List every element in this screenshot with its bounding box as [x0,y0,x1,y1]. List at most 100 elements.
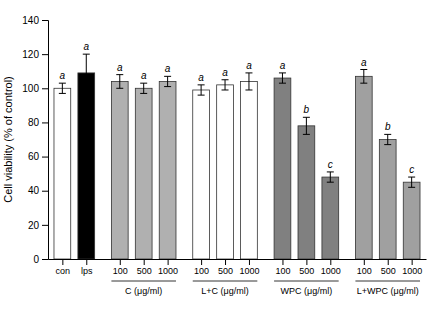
letter-label: a [60,70,66,81]
bar [78,73,95,259]
x-tick: 500 [381,259,396,276]
letter-label: a [165,63,171,74]
y-tick: 0 [33,254,48,265]
error-bar [164,76,171,86]
x-tick: 100 [357,259,372,276]
y-tick-label: 60 [28,151,40,162]
error-bar-line [140,83,147,93]
group-label: WPC (μg/ml) [281,286,333,296]
y-tick-mark [42,157,48,158]
y-tick: 120 [22,49,48,60]
error-bar-line [245,73,252,90]
group-bracket [355,281,420,282]
x-tick: 100 [113,259,128,276]
x-tick: 500 [137,259,152,276]
group-label: L+C (μg/ml) [201,286,248,296]
x-tick-label: 1000 [158,266,178,276]
bar [355,76,372,259]
x-tick-label: con [56,266,71,276]
error-bar [303,117,310,134]
error-bar [140,83,147,93]
x-tick: lps [81,259,93,276]
group-labels: C (μg/ml) L+C (μg/ml) WPC (μg/ml) L+WPC (μg… [111,281,420,296]
error-bar-line [360,70,367,84]
x-tick-mark [412,259,413,265]
letter-label: a [222,67,228,78]
y-tick-label: 120 [22,49,39,60]
error-bar-line [83,54,90,92]
letters: aaaaaaaaabcabc [60,41,415,175]
error-bar [384,134,391,144]
letter-label: a [83,41,89,52]
bar [135,88,152,259]
x-tick: 100 [275,259,290,276]
y-tick-label: 0 [33,254,39,265]
x-tick-mark [388,259,389,265]
letter-label: a [117,62,123,73]
error-bar-line [279,73,286,83]
letter-label: b [304,104,310,115]
error-bar-line [408,177,415,187]
error-bar [83,54,90,92]
x-tick: 1000 [321,259,341,276]
error-bar [116,75,123,89]
x-tick-mark [225,259,226,265]
y-tick-mark [42,259,48,260]
letter-label: a [361,57,367,68]
error-bar [245,73,252,90]
y-tick: 80 [28,117,48,128]
error-bar-line [164,76,171,86]
y-tick-mark [42,225,48,226]
error-bar [360,70,367,84]
bar [159,81,176,259]
error-bar-line [327,172,334,182]
error-bar [327,172,334,182]
y-tick-label: 20 [28,220,40,231]
x-tick-label: lps [81,266,93,276]
group-bracket [193,281,258,282]
bar [193,90,210,259]
bar [379,140,396,260]
error-bar-line [303,117,310,134]
x-tick-mark [282,259,283,265]
x-tick-label: 500 [137,266,152,276]
error-bar [198,85,205,95]
letter-label: a [198,72,204,83]
bar [274,78,291,259]
x-tick: 1000 [402,259,422,276]
marks [54,54,420,259]
x-tick-label: 100 [113,266,128,276]
error-bar [222,80,229,90]
y-tick-label: 100 [22,83,39,94]
plot: 020406080100120140conlps1005001000100500… [2,15,427,296]
x-tick: 1000 [239,259,259,276]
group-label: L+WPC (μg/ml) [357,286,419,296]
y-tick: 60 [28,151,48,162]
x-tick-mark [86,259,87,265]
chart: 020406080100120140conlps1005001000100500… [0,0,436,309]
bar [217,85,234,259]
letter-label: c [328,159,333,170]
y-axis-title: Cell viability (% of control) [2,76,14,203]
x-tick-label: 1000 [239,266,259,276]
letter-label: b [385,121,391,132]
x-axis: conlps1005001000100500100010050010001005… [49,259,427,276]
letter-label: a [280,60,286,71]
x-tick-mark [306,259,307,265]
bar [298,126,315,259]
y-tick-mark [42,191,48,192]
x-tick-mark [330,259,331,265]
group-bracket [274,281,339,282]
x-tick: con [56,259,71,276]
bar [241,81,258,259]
y-tick-label: 140 [22,15,39,26]
error-bar-line [198,85,205,95]
x-tick-mark [201,259,202,265]
y-tick-mark [42,54,48,55]
x-tick: 100 [194,259,209,276]
y-tick-mark [42,122,48,123]
x-tick-label: 100 [275,266,290,276]
group-label: C (μg/ml) [125,286,162,296]
x-tick-label: 1000 [402,266,422,276]
error-bar-line [116,75,123,89]
